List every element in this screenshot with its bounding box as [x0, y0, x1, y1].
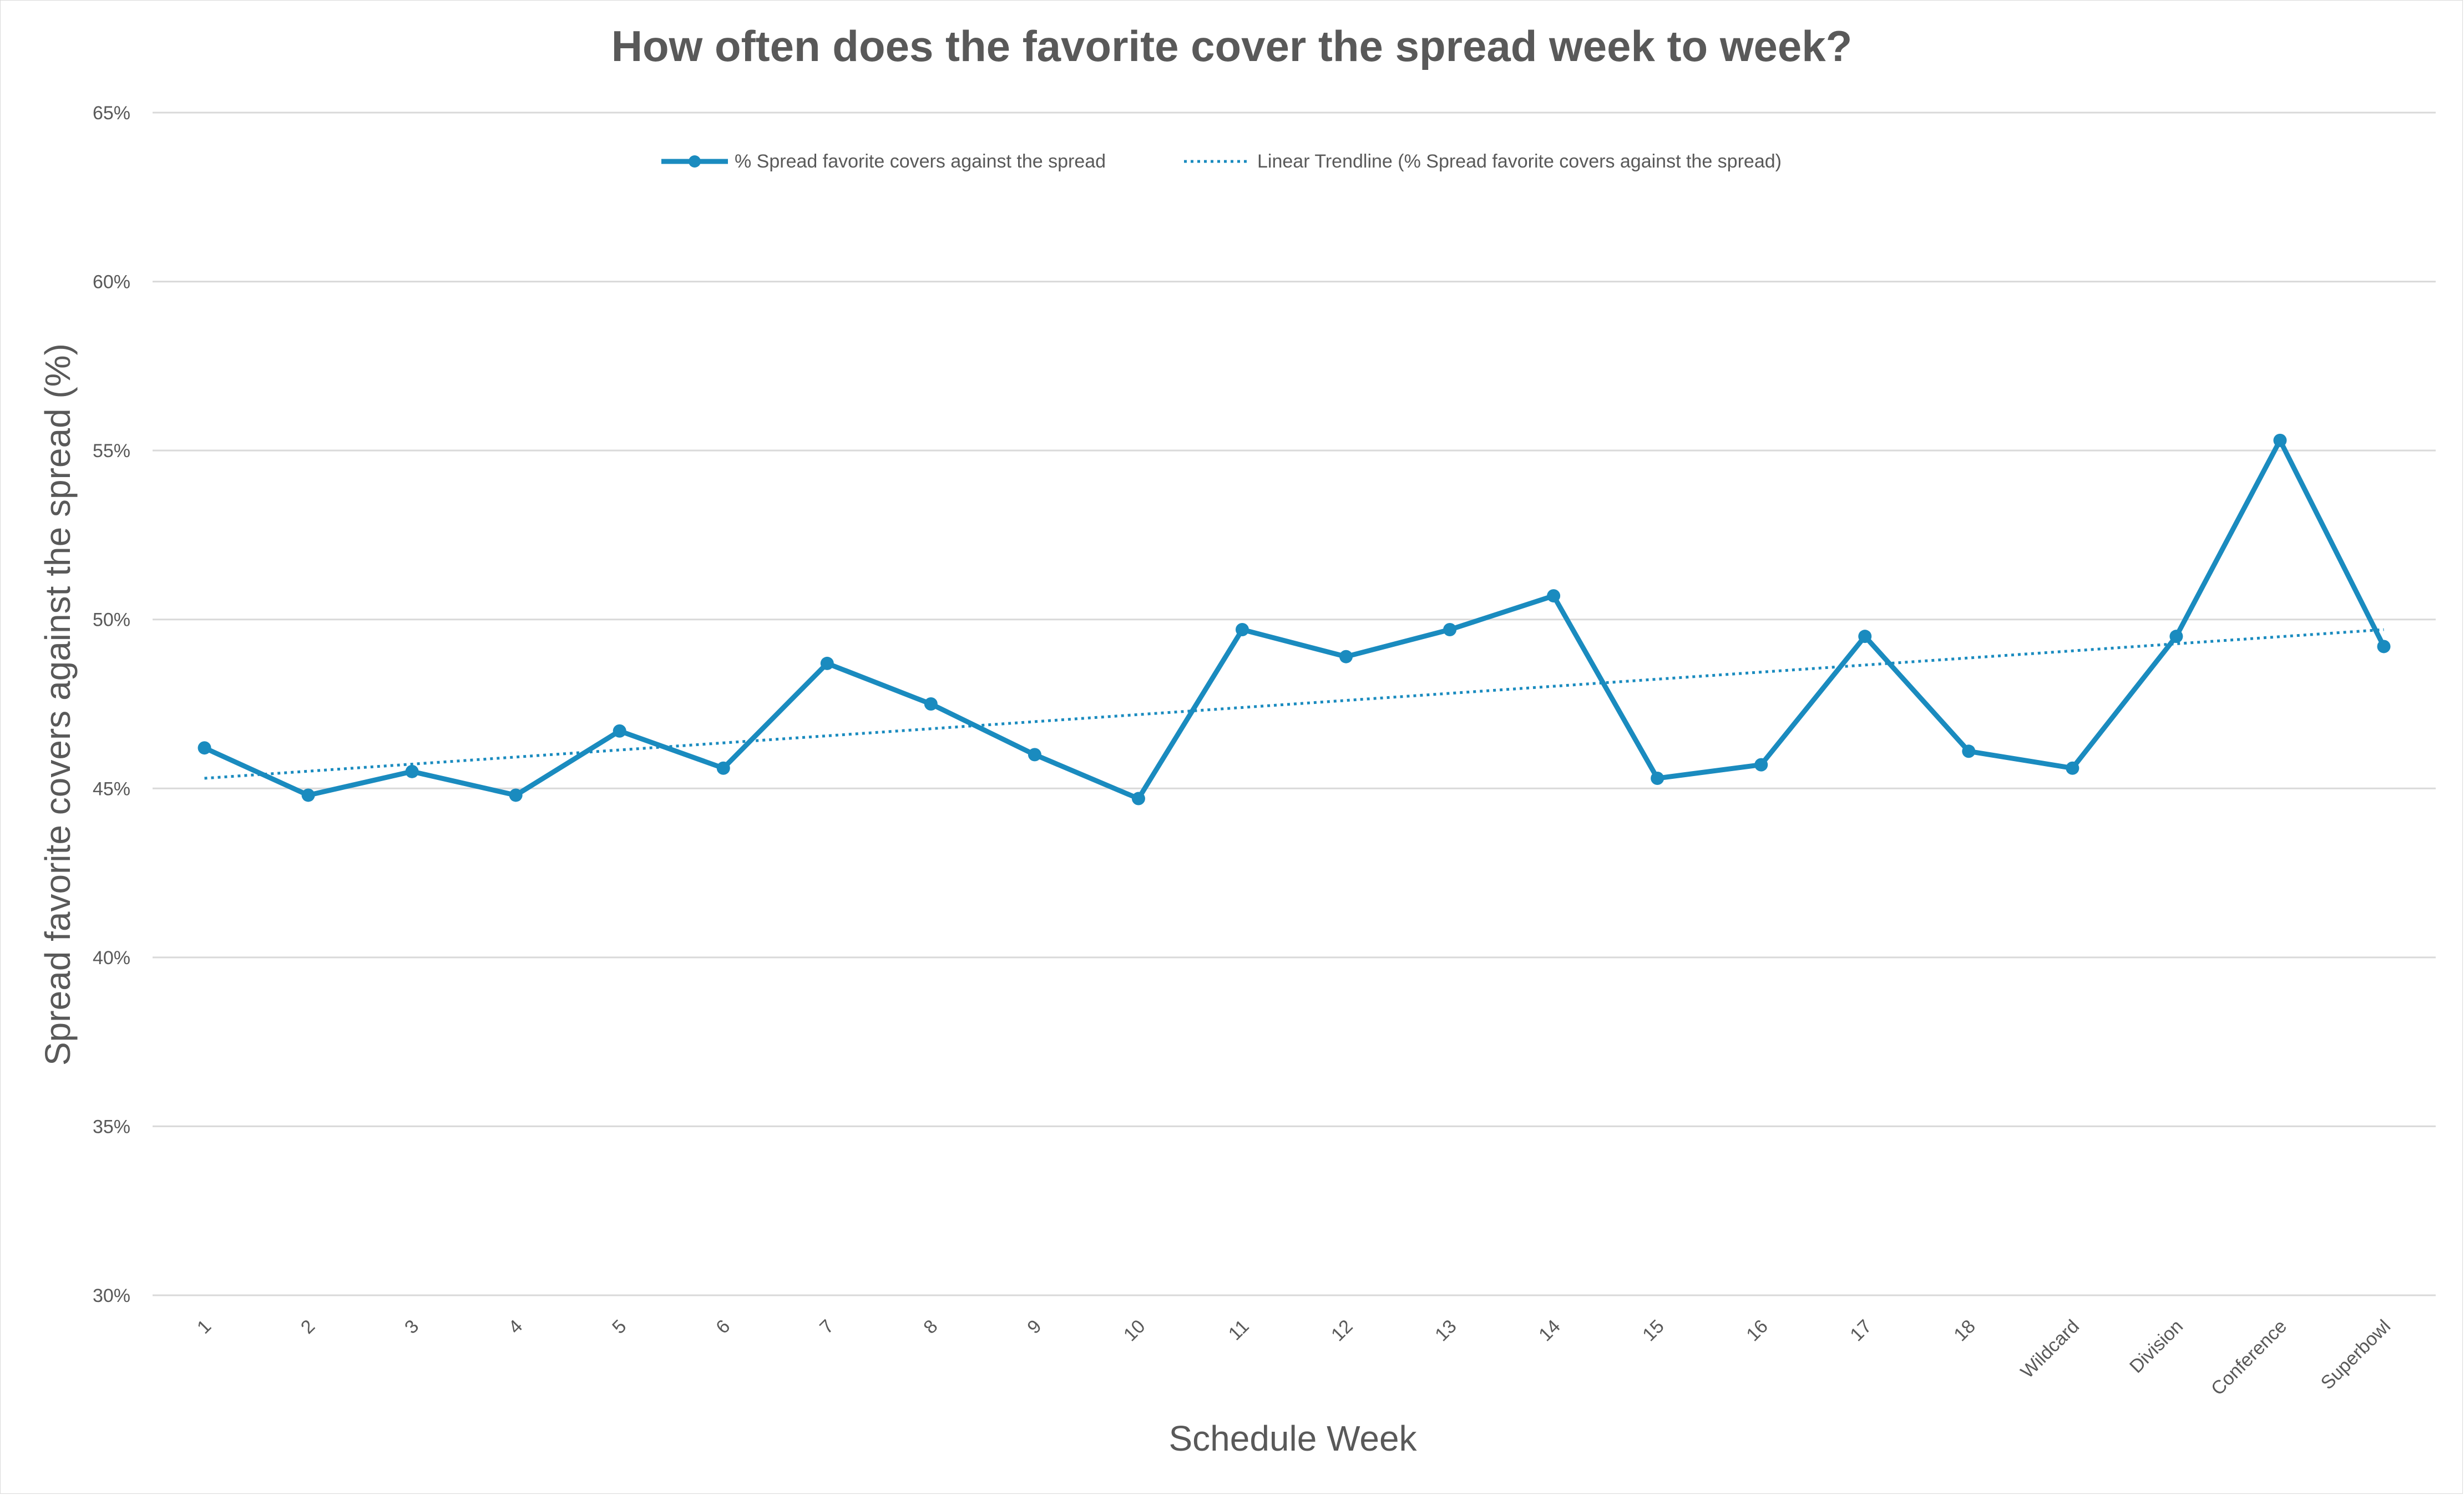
data-point: [405, 764, 419, 778]
x-tick-label: 17: [1846, 1316, 1876, 1346]
legend-series-label: % Spread favorite covers against the spr…: [735, 151, 1106, 172]
data-point: [1028, 748, 1041, 762]
data-point: [2377, 640, 2391, 653]
x-tick-label: 15: [1638, 1316, 1668, 1346]
y-tick-label: 65%: [93, 103, 130, 124]
data-point: [1235, 622, 1249, 636]
data-point: [1443, 622, 1457, 636]
x-tick-label: 1: [193, 1316, 215, 1338]
x-tick-label: 3: [401, 1316, 423, 1338]
data-point: [301, 788, 315, 802]
x-axis-tick-labels: 1 2 3 4 5 6 7 8 9 10 11 12 13 14 15 16 17 18 Wildcard Divis…: [193, 1316, 2395, 1400]
x-tick-label: 14: [1535, 1316, 1565, 1346]
data-point: [198, 741, 211, 755]
y-tick-label: 40%: [93, 947, 130, 969]
x-tick-label: 5: [608, 1316, 630, 1338]
chart-title: How often does the favorite cover the sp…: [611, 22, 1853, 70]
data-point: [1754, 758, 1768, 772]
data-point: [1339, 650, 1353, 663]
data-point: [1651, 772, 1664, 785]
x-tick-label: 16: [1742, 1316, 1772, 1346]
data-point: [924, 697, 938, 711]
data-point: [2273, 433, 2287, 447]
y-tick-label: 55%: [93, 440, 130, 462]
x-tick-label: 4: [504, 1316, 527, 1338]
data-point: [2066, 761, 2080, 775]
data-point: [1131, 792, 1145, 805]
data-point: [716, 761, 730, 775]
y-axis-title: Spread favorite covers against the sprea…: [38, 343, 78, 1066]
x-tick-label: 18: [1950, 1316, 1980, 1346]
x-tick-label: 9: [1023, 1316, 1045, 1338]
x-tick-label: 6: [712, 1316, 734, 1338]
data-point: [613, 724, 626, 738]
trendline-layer: [204, 628, 2384, 780]
series-layer: [198, 433, 2391, 805]
data-point: [1962, 744, 1976, 758]
series-line: [202, 438, 2386, 802]
legend: % Spread favorite covers against the spr…: [661, 151, 1782, 172]
legend-series-swatch-marker: [689, 155, 701, 168]
x-tick-label: Wildcard: [2017, 1316, 2083, 1382]
x-axis-title: Schedule Week: [1168, 1418, 1417, 1458]
legend-trendline-label: Linear Trendline (% Spread favorite cove…: [1257, 151, 1782, 172]
x-tick-label: 8: [919, 1316, 942, 1338]
y-tick-label: 60%: [93, 272, 130, 293]
y-tick-label: 45%: [93, 778, 130, 799]
y-axis-tick-labels: 30% 35% 40% 45% 50% 55% 60% 65%: [93, 103, 130, 1306]
x-tick-label: Superbowl: [2317, 1316, 2395, 1393]
x-tick-label: 11: [1225, 1316, 1253, 1345]
data-point: [2169, 630, 2183, 643]
x-tick-label: 7: [816, 1316, 838, 1338]
y-tick-label: 30%: [93, 1285, 130, 1306]
x-tick-label: Division: [2126, 1316, 2187, 1377]
y-tick-label: 35%: [93, 1116, 130, 1137]
x-tick-label: 13: [1431, 1316, 1461, 1346]
gridlines: [153, 112, 2436, 1296]
trendline: [204, 628, 2384, 780]
data-point: [509, 788, 523, 802]
data-point: [1547, 589, 1561, 603]
x-tick-label: 10: [1120, 1316, 1150, 1346]
x-tick-label: Conference: [2207, 1316, 2291, 1400]
y-tick-label: 50%: [93, 610, 130, 631]
data-point: [820, 656, 834, 670]
x-tick-label: 2: [297, 1316, 319, 1338]
x-tick-label: 12: [1327, 1316, 1357, 1346]
data-point: [1858, 630, 1872, 643]
